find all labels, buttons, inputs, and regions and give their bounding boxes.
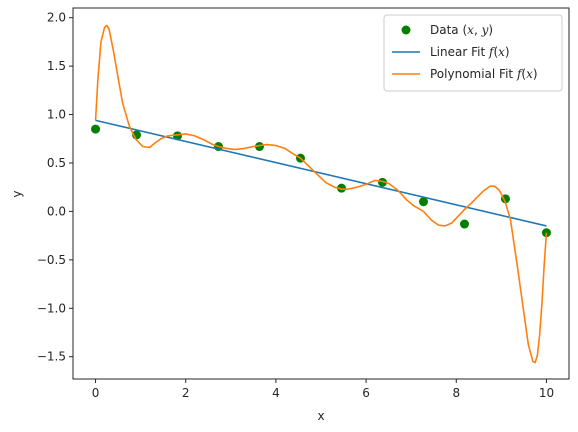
legend-label: Linear Fit f(x): [430, 45, 510, 59]
legend-entry: Data (x, y): [401, 23, 493, 37]
plot-area-frame: [72, 7, 570, 380]
data-point: [173, 131, 183, 141]
series-layer: [91, 24, 551, 364]
y-axis: −1.5 −1.0 −0.5 0.0 0.5 1.0 1.5 2.0: [37, 11, 73, 364]
y-tick-label: −1.5: [37, 350, 66, 364]
y-tick-label: 1.5: [47, 59, 66, 73]
y-tick-label: 0.5: [47, 156, 66, 170]
y-tick-label: 2.0: [47, 11, 66, 25]
data-point: [254, 142, 264, 152]
legend-box: [383, 14, 563, 92]
legend-entry: Linear Fit f(x): [392, 45, 510, 59]
y-tick-label: 0.0: [47, 204, 66, 218]
data-point: [91, 124, 101, 134]
y-tick-label: −1.0: [37, 301, 66, 315]
x-tick-label: 0: [92, 386, 100, 400]
x-axis: 0 2 4 6 8 10: [92, 379, 554, 400]
y-tick-label: 1.0: [47, 108, 66, 122]
data-point: [378, 177, 388, 187]
legend-label: Data (x, y): [430, 23, 493, 37]
legend-label: Polynomial Fit f(x): [430, 67, 538, 81]
x-tick-label: 6: [362, 386, 370, 400]
x-tick-label: 10: [539, 386, 554, 400]
polynomial-fit-curve: [94, 24, 548, 364]
legend-marker: [401, 25, 411, 35]
x-tick-label: 4: [272, 386, 280, 400]
legend: Data (x, y) Linear Fit f(x) Polynomial Fit…: [383, 14, 563, 92]
x-axis-label: x: [317, 409, 324, 423]
x-tick-label: 2: [182, 386, 190, 400]
data-point: [418, 197, 428, 207]
y-axis-label: y: [10, 190, 24, 197]
linear-fit-line: [95, 119, 547, 227]
x-tick-label: 8: [452, 386, 460, 400]
y-tick-label: −0.5: [37, 253, 66, 267]
legend-entry: Polynomial Fit f(x): [392, 67, 538, 81]
data-point: [459, 219, 469, 229]
data-point: [337, 183, 347, 193]
